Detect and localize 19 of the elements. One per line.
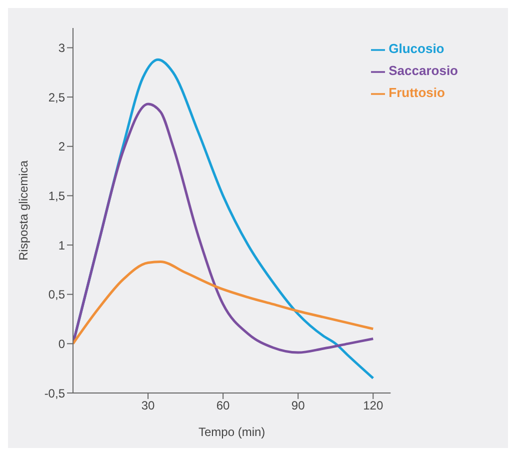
y-tick-label: -0,5 bbox=[44, 386, 66, 400]
x-tick-label: 60 bbox=[216, 398, 230, 413]
y-tick-label: 1,5 bbox=[48, 188, 66, 203]
legend-label: Glucosio bbox=[388, 41, 444, 56]
y-axis-title: Risposta glicemica bbox=[16, 160, 30, 261]
y-tick-label: 2,5 bbox=[48, 90, 66, 104]
x-tick-label: 30 bbox=[141, 398, 156, 413]
y-tick-label: 0 bbox=[58, 336, 66, 351]
legend-label: Fruttosio bbox=[388, 85, 445, 100]
y-tick-label: 3 bbox=[58, 40, 66, 55]
y-tick-label: 0,5 bbox=[48, 288, 66, 302]
x-tick-label: 90 bbox=[291, 398, 306, 413]
x-axis-title: Tempo (min) bbox=[198, 425, 266, 439]
x-tick-label: 120 bbox=[363, 398, 384, 413]
line-series bbox=[73, 260, 374, 345]
y-tick-label: 1 bbox=[58, 238, 66, 252]
y-tick-label: 2 bbox=[58, 140, 66, 154]
legend-label: Saccarosio bbox=[388, 63, 458, 78]
line-series bbox=[73, 102, 374, 354]
